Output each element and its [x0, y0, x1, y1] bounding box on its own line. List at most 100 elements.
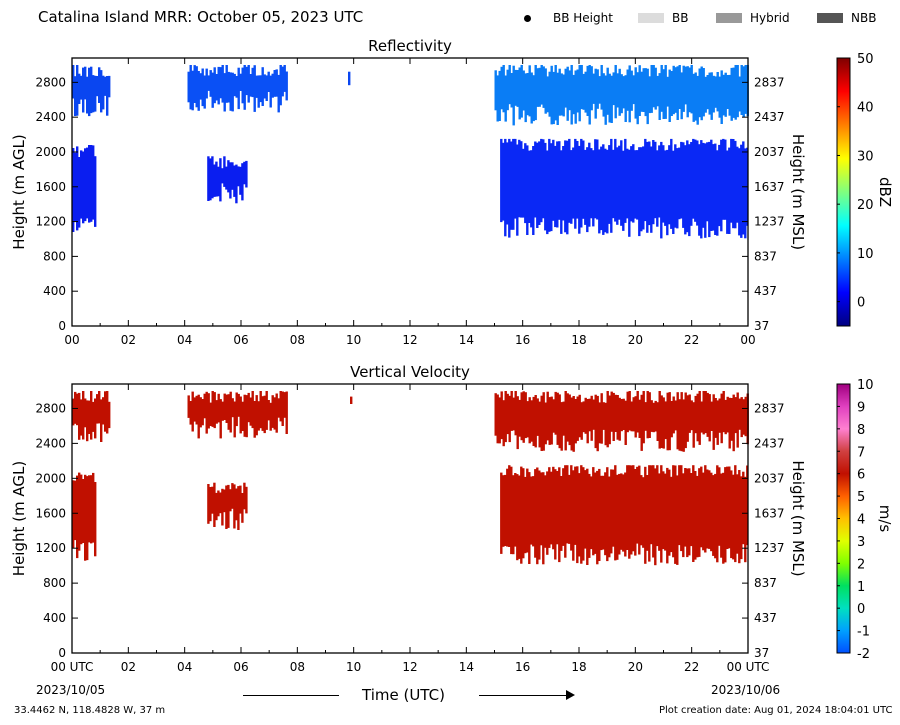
velocity-echo-strip [96, 394, 99, 424]
velocity-echo-strip [227, 394, 230, 430]
velocity-y2-tick-label: 1237 [754, 541, 785, 555]
velocity-echo-strip [534, 469, 537, 558]
reflectivity-echo-strip [267, 71, 270, 92]
reflectivity-echo-strip [700, 140, 703, 239]
velocity-echo-strip [76, 393, 79, 426]
reflectivity-echo-strip [514, 69, 517, 106]
reflectivity-echo-strip [698, 144, 701, 236]
velocity-echo-strip [656, 402, 659, 441]
reflectivity-echo-strip [98, 67, 101, 103]
velocity-echo-strip [189, 401, 192, 425]
reflectivity-echo-strip [189, 65, 192, 110]
velocity-x-tick-label: 12 [402, 660, 417, 674]
velocity-echo-strip [614, 394, 617, 432]
reflectivity-echo-strip [225, 65, 228, 103]
reflectivity-x-tick-label: 02 [121, 333, 136, 347]
reflectivity-echo-strip [102, 75, 105, 110]
reflectivity-echo-strip [90, 66, 93, 114]
velocity-echo-strip [100, 399, 103, 442]
velocity-echo-strip [88, 400, 91, 434]
velocity-echo-strip [706, 469, 709, 549]
reflectivity-echo-strip [586, 147, 589, 233]
velocity-echo-strip [510, 391, 513, 431]
reflectivity-colorbar-tick-label: 0 [857, 296, 865, 311]
reflectivity-y-tick-label: 800 [43, 249, 66, 263]
reflectivity-y2-tick-label: 1237 [754, 215, 785, 229]
velocity-echo-strip [516, 396, 519, 450]
reflectivity-echo-strip [560, 73, 563, 116]
reflectivity-echo-strip [610, 138, 613, 233]
velocity-echo-strip [498, 397, 501, 444]
reflectivity-echo-strip [714, 143, 717, 235]
velocity-echo-strip [554, 391, 557, 435]
reflectivity-echo-strip [524, 73, 527, 123]
velocity-echo-strip [620, 473, 623, 550]
velocity-y-tick-label: 1600 [35, 506, 66, 520]
reflectivity-echo-strip [213, 164, 216, 197]
reflectivity-x-tick-label: 18 [571, 333, 586, 347]
reflectivity-colorbar-tick-label: 50 [857, 52, 874, 67]
reflectivity-echo-strip [544, 68, 547, 114]
velocity-echo-strip [670, 476, 673, 553]
velocity-colorbar-tick-label: 2 [857, 557, 865, 572]
reflectivity-echo-strip [494, 70, 497, 111]
reflectivity-echo-strip [678, 147, 681, 220]
legend-marker [716, 13, 742, 23]
reflectivity-echo-strip [512, 138, 515, 230]
velocity-echo-strip [740, 397, 743, 438]
reflectivity-echo-strip [660, 141, 663, 239]
reflectivity-echo-strip [542, 139, 545, 219]
reflectivity-echo-strip [227, 71, 230, 103]
velocity-echo-strip [590, 395, 593, 441]
velocity-echo-strip [732, 474, 735, 560]
reflectivity-echo-strip [594, 68, 597, 119]
reflectivity-echo-strip [560, 150, 563, 234]
velocity-echo-strip [508, 465, 511, 547]
velocity-echo-strip [592, 399, 595, 430]
velocity-echo-strip [686, 468, 689, 558]
velocity-echo-strip [604, 402, 607, 446]
reflectivity-echo-strip [199, 73, 202, 100]
reflectivity-x-tick-label: 12 [402, 333, 417, 347]
reflectivity-echo-strip [596, 69, 599, 109]
reflectivity-echo-strip [608, 73, 611, 123]
velocity-echo-strip [626, 391, 629, 433]
velocity-x-tick-label: 02 [121, 660, 136, 674]
time-arrow-left-line [243, 695, 339, 696]
velocity-echo-strip [572, 396, 575, 452]
velocity-echo-strip [632, 397, 635, 432]
velocity-echo-strip [660, 465, 663, 563]
velocity-colorbar-tick-label: -2 [857, 647, 870, 662]
velocity-echo-strip [588, 473, 591, 558]
velocity-echo-strip [734, 465, 737, 563]
reflectivity-echo-strip [612, 149, 615, 219]
velocity-echo-strip [570, 465, 573, 551]
reflectivity-colorbar-tick-label: 20 [857, 198, 874, 213]
velocity-echo-strip [223, 489, 226, 513]
velocity-echo-strip [209, 402, 212, 426]
velocity-echo-strip [225, 394, 228, 423]
reflectivity-echo-strip [590, 148, 593, 219]
reflectivity-colorbar-tick-label: 30 [857, 149, 874, 164]
velocity-echo-strip [628, 391, 631, 431]
reflectivity-echo-strip [245, 160, 248, 188]
reflectivity-echo-strip [580, 65, 583, 110]
reflectivity-echo-strip [684, 145, 687, 235]
reflectivity-echo-strip [578, 145, 581, 234]
velocity-echo-strip [538, 470, 541, 560]
velocity-echo-strip [494, 393, 497, 436]
velocity-echo-strip [742, 471, 745, 545]
reflectivity-echo-strip [584, 71, 587, 113]
reflectivity-echo-strip [674, 67, 677, 113]
velocity-echo-strip [245, 486, 248, 514]
velocity-echo-strip [692, 402, 695, 448]
velocity-echo-strip [78, 472, 81, 551]
legend-label: BB Height [553, 11, 613, 25]
velocity-echo-strip [744, 396, 747, 437]
velocity-echo-strip [686, 395, 689, 442]
reflectivity-echo-strip [704, 143, 707, 238]
velocity-echo-strip [500, 391, 503, 440]
reflectivity-echo-strip [279, 65, 282, 106]
reflectivity-echo-strip [638, 147, 641, 237]
velocity-x-tick-label: 22 [684, 660, 699, 674]
